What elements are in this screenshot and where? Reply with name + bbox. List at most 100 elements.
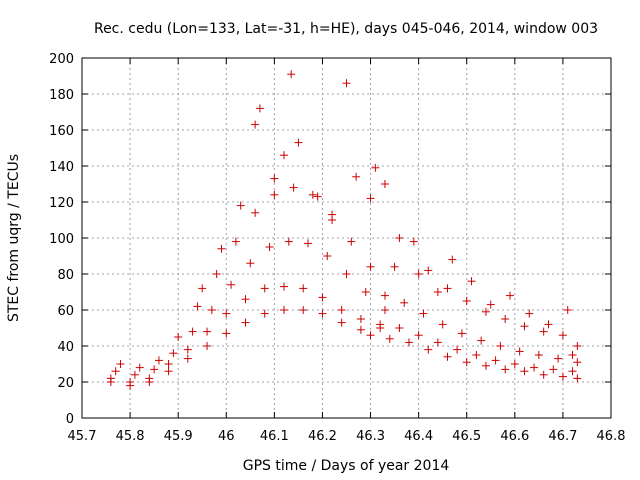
data-point bbox=[477, 336, 486, 345]
data-point bbox=[241, 295, 250, 304]
data-point bbox=[530, 363, 539, 372]
data-point bbox=[328, 216, 337, 224]
y-axis-label: STEC from uqrg / TECUs bbox=[6, 154, 22, 322]
data-point bbox=[443, 284, 452, 293]
data-point bbox=[481, 307, 490, 316]
data-point bbox=[222, 329, 231, 338]
data-point bbox=[289, 183, 298, 192]
data-point bbox=[347, 237, 356, 246]
data-point bbox=[501, 365, 510, 374]
data-point bbox=[227, 280, 236, 289]
data-point bbox=[352, 172, 361, 181]
data-point bbox=[318, 309, 327, 318]
data-point bbox=[231, 237, 240, 246]
y-tick-label: 0 bbox=[66, 412, 74, 427]
data-point bbox=[255, 104, 264, 113]
data-point bbox=[558, 331, 567, 340]
data-point bbox=[462, 358, 471, 367]
data-point bbox=[356, 315, 365, 323]
data-point bbox=[294, 138, 303, 147]
data-point bbox=[376, 320, 385, 329]
data-point bbox=[380, 291, 389, 300]
data-point bbox=[203, 342, 212, 350]
data-point bbox=[534, 351, 543, 359]
data-point bbox=[164, 360, 173, 368]
data-point bbox=[385, 334, 394, 343]
data-point bbox=[501, 315, 510, 323]
y-tick-label: 80 bbox=[57, 268, 74, 283]
data-point bbox=[395, 234, 404, 242]
data-point bbox=[188, 327, 197, 336]
data-point bbox=[183, 345, 192, 354]
data-point bbox=[554, 354, 563, 363]
data-point bbox=[573, 358, 582, 367]
data-point bbox=[472, 351, 481, 359]
data-point bbox=[467, 277, 476, 286]
x-tick-label: 45.9 bbox=[164, 429, 193, 444]
data-point bbox=[299, 306, 308, 314]
data-point bbox=[246, 259, 255, 268]
data-point bbox=[414, 331, 423, 340]
data-point bbox=[481, 361, 490, 370]
data-point bbox=[544, 320, 553, 329]
x-tick-label: 46.8 bbox=[597, 429, 626, 444]
data-point bbox=[539, 370, 548, 379]
data-point bbox=[313, 192, 322, 201]
data-point bbox=[323, 252, 332, 260]
data-point bbox=[573, 342, 582, 350]
data-points bbox=[106, 70, 582, 390]
data-point bbox=[260, 309, 269, 318]
data-point bbox=[433, 288, 442, 296]
data-point bbox=[366, 331, 375, 340]
data-point bbox=[260, 284, 269, 293]
data-point bbox=[342, 270, 351, 278]
data-point bbox=[337, 318, 346, 327]
data-point bbox=[111, 367, 120, 376]
x-tick-label: 46.6 bbox=[500, 429, 529, 444]
data-point bbox=[217, 244, 226, 253]
x-tick-label: 46.7 bbox=[548, 429, 577, 444]
x-tick-label: 45.8 bbox=[116, 429, 145, 444]
data-point bbox=[356, 325, 365, 334]
data-point bbox=[270, 190, 279, 199]
y-tick-label: 160 bbox=[49, 124, 74, 139]
data-point bbox=[409, 237, 418, 246]
data-point bbox=[169, 349, 178, 358]
data-point bbox=[222, 309, 231, 318]
data-point bbox=[203, 327, 212, 336]
data-point bbox=[207, 306, 216, 314]
data-point bbox=[279, 151, 288, 160]
data-point bbox=[150, 365, 159, 374]
data-point bbox=[183, 354, 192, 363]
y-tick-label: 120 bbox=[49, 196, 74, 211]
y-tick-label: 200 bbox=[49, 52, 74, 67]
data-point bbox=[241, 318, 250, 327]
data-point bbox=[568, 367, 577, 376]
data-point bbox=[116, 360, 125, 368]
data-point bbox=[380, 306, 389, 314]
data-point bbox=[299, 284, 308, 293]
data-point bbox=[457, 329, 466, 338]
data-point bbox=[568, 351, 577, 359]
data-point bbox=[419, 309, 428, 318]
data-point bbox=[558, 372, 567, 381]
data-point bbox=[443, 352, 452, 361]
x-tick-label: 46.5 bbox=[452, 429, 481, 444]
data-point bbox=[510, 360, 519, 368]
data-point bbox=[462, 297, 471, 305]
data-point bbox=[496, 342, 505, 350]
x-tick-label: 45.7 bbox=[68, 429, 97, 444]
y-tick-label: 100 bbox=[49, 232, 74, 247]
data-point bbox=[287, 70, 296, 79]
data-point bbox=[390, 262, 399, 271]
data-point bbox=[520, 322, 529, 331]
data-point bbox=[525, 309, 534, 318]
data-point bbox=[366, 194, 375, 203]
data-point bbox=[549, 365, 558, 374]
data-point bbox=[198, 284, 207, 293]
data-point bbox=[563, 306, 572, 314]
data-point bbox=[193, 302, 202, 311]
data-point bbox=[380, 180, 389, 188]
